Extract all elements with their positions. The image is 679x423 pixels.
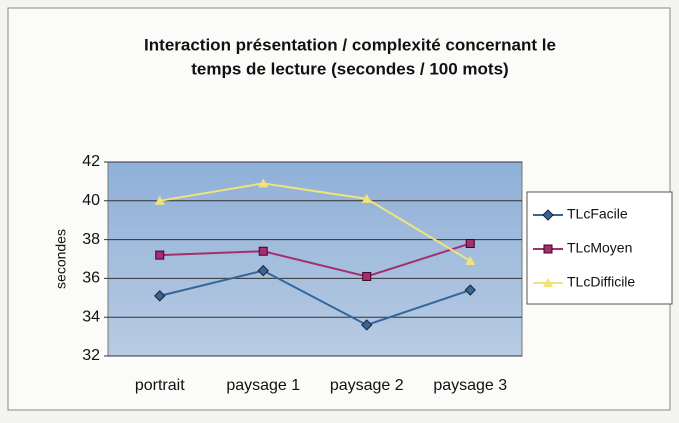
marker <box>465 238 475 248</box>
y-tick-label: 36 <box>82 270 100 287</box>
y-tick-label: 38 <box>82 231 100 248</box>
marker <box>464 284 476 296</box>
x-tick-label: paysage 1 <box>226 377 300 394</box>
series-line <box>159 242 471 278</box>
plot-area <box>107 161 523 357</box>
legend-label: TLcDifficile <box>567 274 635 290</box>
y-tick-label: 42 <box>82 153 100 170</box>
y-tick-label: 40 <box>82 192 100 209</box>
y-tick-label: 34 <box>82 308 100 325</box>
legend-label: TLcMoyen <box>567 240 632 256</box>
marker <box>543 278 553 287</box>
marker <box>362 271 372 281</box>
marker <box>154 195 165 205</box>
x-tick-label: paysage 2 <box>330 377 404 394</box>
y-axis-label: secondes <box>53 229 69 289</box>
marker <box>258 246 268 256</box>
x-tick-label: portrait <box>135 377 185 394</box>
marker <box>542 209 554 221</box>
chart-title: Interaction présentation / complexité co… <box>144 35 556 54</box>
marker <box>543 244 553 254</box>
marker <box>258 178 269 188</box>
marker <box>361 319 373 331</box>
marker <box>361 193 372 203</box>
x-tick-label: paysage 3 <box>433 377 507 394</box>
y-tick-label: 32 <box>82 347 100 364</box>
marker <box>465 255 476 265</box>
marker <box>154 290 166 302</box>
series-line <box>159 182 471 262</box>
chart-title: temps de lecture (secondes / 100 mots) <box>191 59 508 78</box>
marker <box>155 250 165 260</box>
legend-label: TLcFacile <box>567 206 628 222</box>
series-line <box>159 269 471 327</box>
marker <box>257 264 269 277</box>
